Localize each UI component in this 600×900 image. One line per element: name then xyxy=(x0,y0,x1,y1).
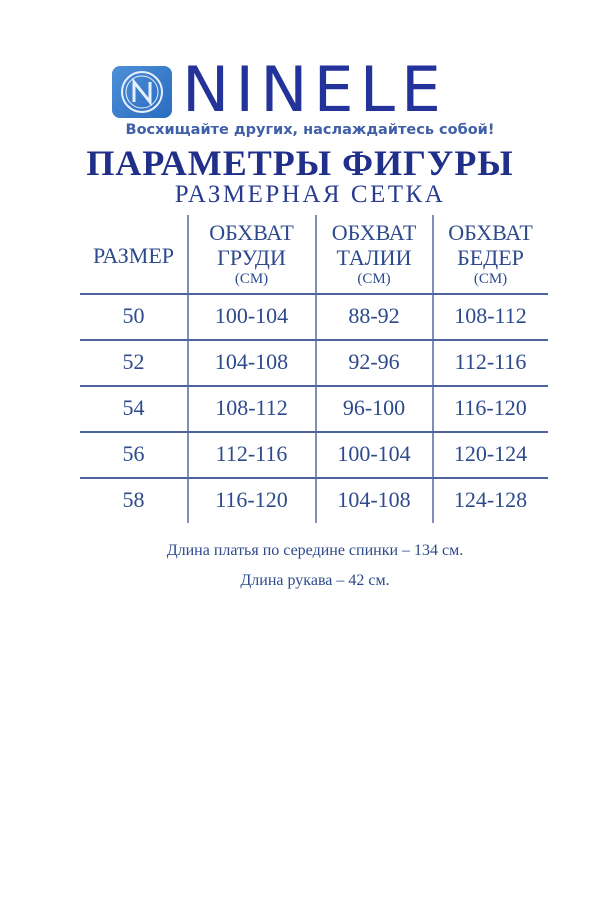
brand-logo-icon xyxy=(112,66,172,118)
column-divider xyxy=(315,215,317,523)
table-cell: 100-104 xyxy=(214,303,289,328)
table-cell: 116-120 xyxy=(215,487,288,512)
column-divider xyxy=(432,215,434,523)
table-cell: 108-112 xyxy=(215,395,288,420)
table-cell: 58 xyxy=(122,487,145,512)
brand-name: NINELE xyxy=(182,53,448,126)
header-hips: ОБХВАТ БЕДЕР (СМ) xyxy=(433,220,548,288)
row-divider xyxy=(80,339,548,341)
row-divider xyxy=(80,293,548,295)
brand-tagline: Восхищайте других, наслаждайтесь собой! xyxy=(125,122,495,138)
sleeve-length-note: Длина рукава – 42 см. xyxy=(240,572,390,589)
table-cell: 112-116 xyxy=(215,441,288,466)
table-cell: 56 xyxy=(122,441,145,466)
table-cell: 54 xyxy=(122,395,145,420)
table-cell: 96-100 xyxy=(342,395,406,420)
table-cell: 92-96 xyxy=(348,349,400,374)
header-unit: (СМ) xyxy=(234,271,269,287)
table-cell: 116-120 xyxy=(454,395,527,420)
header-line: ТАЛИИ xyxy=(336,245,412,270)
row-divider xyxy=(80,385,548,387)
table-cell: 120-124 xyxy=(453,441,528,466)
page-subtitle: РАЗМЕРНАЯ СЕТКА xyxy=(174,181,446,208)
table-cell: 124-128 xyxy=(453,487,528,512)
header-line: БЕДЕР xyxy=(457,245,524,270)
table-cell: 88-92 xyxy=(348,303,400,328)
table-cell: 50 xyxy=(122,303,145,328)
table-cell: 52 xyxy=(122,349,145,374)
page-title: ПАРАМЕТРЫ ФИГУРЫ xyxy=(86,143,514,183)
table-cell: 100-104 xyxy=(337,441,411,466)
header-size: РАЗМЕР xyxy=(92,243,175,268)
row-divider xyxy=(80,431,548,433)
table-cell: 104-108 xyxy=(214,349,289,374)
header-line: ОБХВАТ xyxy=(331,220,417,245)
dress-length-note: Длина платья по середине спинки – 134 см… xyxy=(166,542,464,559)
column-divider xyxy=(187,215,189,523)
header-unit: (СМ) xyxy=(357,271,391,287)
header-bust: ОБХВАТ ГРУДИ (СМ) xyxy=(188,220,315,288)
table-cell: 108-112 xyxy=(454,303,527,328)
header-line: ОБХВАТ xyxy=(448,220,533,245)
header-line: ОБХВАТ xyxy=(209,220,294,245)
header-unit: (СМ) xyxy=(473,271,508,287)
row-divider xyxy=(80,477,548,479)
table-cell: 112-116 xyxy=(454,349,527,374)
table-cell: 104-108 xyxy=(337,487,411,512)
header-waist: ОБХВАТ ТАЛИИ (СМ) xyxy=(316,220,432,288)
header-line: ГРУДИ xyxy=(217,245,286,270)
